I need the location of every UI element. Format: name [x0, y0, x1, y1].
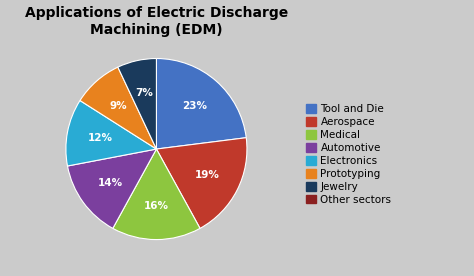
Wedge shape	[67, 149, 156, 228]
Text: 7%: 7%	[135, 88, 153, 98]
Text: 12%: 12%	[88, 133, 113, 143]
Text: 9%: 9%	[110, 101, 128, 111]
Wedge shape	[118, 59, 156, 149]
Legend: Tool and Die, Aerospace, Medical, Automotive, Electronics, Prototyping, Jewelry,: Tool and Die, Aerospace, Medical, Automo…	[304, 102, 393, 207]
Text: 23%: 23%	[182, 101, 207, 111]
Text: 14%: 14%	[98, 177, 123, 188]
Text: 19%: 19%	[195, 170, 219, 180]
Wedge shape	[80, 67, 156, 149]
Wedge shape	[156, 138, 247, 228]
Wedge shape	[156, 59, 246, 149]
Text: Applications of Electric Discharge
Machining (EDM): Applications of Electric Discharge Machi…	[25, 6, 288, 37]
Wedge shape	[66, 100, 156, 166]
Wedge shape	[113, 149, 200, 240]
Text: 16%: 16%	[144, 201, 169, 211]
